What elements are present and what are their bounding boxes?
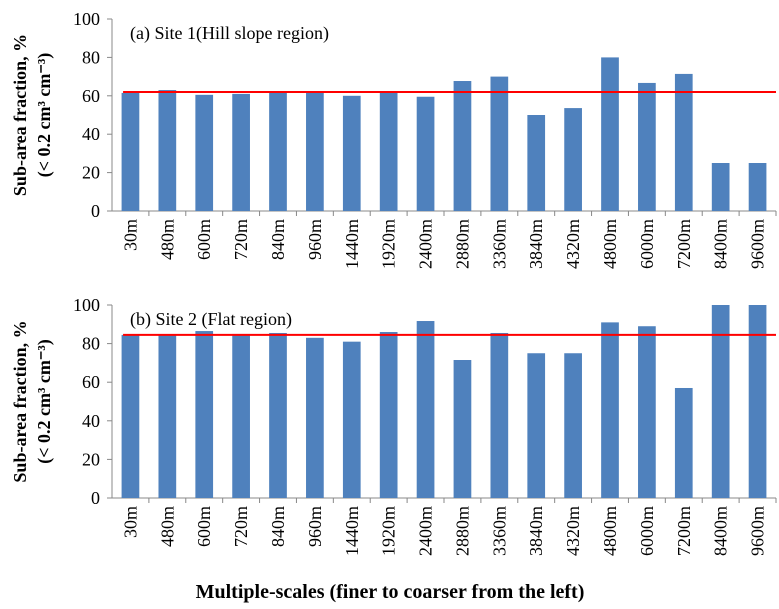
bar <box>306 337 324 498</box>
bar <box>490 76 509 211</box>
panel-title: (b) Site 2 (Flat region) <box>130 309 292 330</box>
x-tick-label: 1440m <box>342 506 362 556</box>
bar <box>121 334 140 498</box>
bar <box>379 91 398 211</box>
y-tick-label: 20 <box>82 163 100 183</box>
x-tick-label: 6000m <box>637 506 657 556</box>
x-tick-label: 3840m <box>526 506 546 556</box>
y-tick-label: 100 <box>73 9 100 29</box>
x-tick-label: 9600m <box>748 219 768 269</box>
bar <box>416 321 435 498</box>
x-tick-label: 7200m <box>674 506 694 556</box>
x-tick-label: 600m <box>194 219 214 260</box>
x-tick-label: 1920m <box>379 219 399 269</box>
x-tick-label: 3360m <box>489 219 509 269</box>
x-tick-label: 8400m <box>711 506 731 556</box>
x-tick-label: 3840m <box>526 219 546 269</box>
bar <box>158 90 177 211</box>
panel-title: (a) Site 1(Hill slope region) <box>130 23 329 44</box>
bar <box>379 332 398 498</box>
x-tick-label: 2400m <box>416 219 436 269</box>
x-tick-label: 960m <box>305 506 325 547</box>
x-tick-label: 4320m <box>563 506 583 556</box>
y-axis-label: (< 0.2 cm³ cm⁻³) <box>34 53 55 178</box>
bar <box>748 163 767 211</box>
x-tick-label: 480m <box>157 506 177 547</box>
bar <box>748 305 767 498</box>
bar <box>490 332 509 498</box>
x-tick-label: 2400m <box>416 506 436 556</box>
y-axis-label: Sub-area fraction, % <box>10 320 30 482</box>
y-tick-label: 0 <box>91 488 100 508</box>
bar <box>269 91 287 211</box>
x-tick-label: 7200m <box>674 219 694 269</box>
bar <box>711 163 730 211</box>
x-tick-label: 8400m <box>711 219 731 269</box>
bar <box>601 322 619 498</box>
bar <box>342 341 361 498</box>
x-tick-label: 2880m <box>452 219 472 269</box>
bar <box>453 81 472 212</box>
bar <box>601 57 619 212</box>
x-tick-label: 600m <box>194 506 214 547</box>
x-tick-label: 1440m <box>342 219 362 269</box>
y-tick-label: 100 <box>73 295 100 315</box>
x-tick-label: 1920m <box>379 506 399 556</box>
bar <box>195 331 214 498</box>
bar <box>638 326 656 498</box>
x-tick-label: 4800m <box>600 506 620 556</box>
x-tick-label: 960m <box>305 219 325 260</box>
x-tick-label: 840m <box>268 506 288 547</box>
bar <box>416 96 435 211</box>
x-tick-label: 4320m <box>563 219 583 269</box>
x-tick-label: 720m <box>231 506 251 547</box>
bar <box>158 334 177 498</box>
y-tick-label: 40 <box>82 411 100 431</box>
bar <box>564 353 582 498</box>
bar <box>342 95 361 211</box>
x-tick-label: 2880m <box>452 506 472 556</box>
y-tick-label: 60 <box>82 372 100 392</box>
bar <box>527 353 546 498</box>
bar <box>638 82 656 211</box>
bar <box>453 360 472 498</box>
bar <box>121 92 140 211</box>
bar <box>711 305 730 498</box>
y-tick-label: 80 <box>82 47 100 67</box>
bar <box>527 115 546 211</box>
bar <box>306 91 324 211</box>
y-tick-label: 0 <box>91 201 100 221</box>
x-tick-label: 840m <box>268 219 288 260</box>
y-tick-label: 80 <box>82 334 100 354</box>
x-tick-label: 30m <box>120 219 140 251</box>
bar <box>674 73 693 211</box>
y-axis-label: (< 0.2 cm³ cm⁻³) <box>34 339 55 464</box>
bar <box>674 387 693 498</box>
y-tick-label: 40 <box>82 124 100 144</box>
x-tick-label: 720m <box>231 219 251 260</box>
y-tick-label: 60 <box>82 86 100 106</box>
x-axis-label: Multiple-scales (finer to coarser from t… <box>196 581 585 603</box>
y-axis-label: Sub-area fraction, % <box>10 34 30 196</box>
x-tick-label: 480m <box>157 219 177 260</box>
x-tick-label: 3360m <box>489 506 509 556</box>
bar <box>232 333 250 498</box>
x-tick-label: 30m <box>120 506 140 538</box>
bar <box>232 93 250 211</box>
bar <box>195 94 214 211</box>
x-tick-label: 6000m <box>637 219 657 269</box>
bar <box>564 108 582 211</box>
x-tick-label: 4800m <box>600 219 620 269</box>
x-tick-label: 9600m <box>748 506 768 556</box>
y-tick-label: 20 <box>82 449 100 469</box>
bar <box>269 332 287 498</box>
